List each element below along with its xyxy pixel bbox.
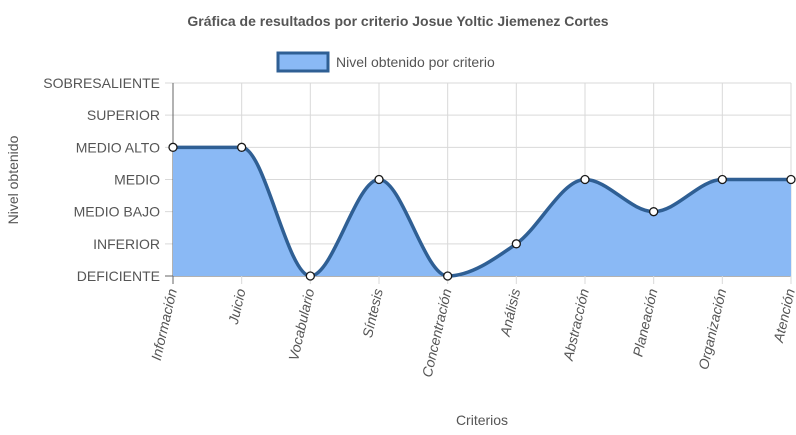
x-tick-label: Información <box>148 287 180 362</box>
x-tick-label: Análisis <box>497 287 524 339</box>
x-tick-label: Vocabulario <box>285 287 317 362</box>
legend-swatch <box>276 51 330 73</box>
data-point[interactable] <box>786 174 796 185</box>
x-tick-label: Planeación <box>629 287 660 358</box>
x-tick-label: Síntesis <box>359 287 386 339</box>
x-tick-label: Atención <box>770 287 796 345</box>
x-tick-label: Organización <box>695 287 729 371</box>
data-point[interactable] <box>717 174 727 185</box>
y-tick-label: DEFICIENTE <box>77 268 160 284</box>
x-tick-label: Concentración <box>419 287 455 379</box>
y-tick-label: MEDIO BAJO <box>74 204 160 220</box>
y-axis-ticks: DEFICIENTE INFERIOR MEDIO BAJO MEDIO MEDIO A… <box>43 75 160 284</box>
x-tick-label: Juicio <box>225 287 249 327</box>
x-tick-label: Abstracción <box>560 287 592 363</box>
chart-title: Gráfica de resultados por criterio Josue… <box>187 13 608 29</box>
y-tick-label: SOBRESALIENTE <box>43 75 160 91</box>
data-point[interactable] <box>168 142 178 152</box>
data-point[interactable] <box>443 271 453 281</box>
y-tick-label: MEDIO ALTO <box>76 139 160 155</box>
y-tick-label: SUPERIOR <box>87 107 160 123</box>
data-point[interactable] <box>374 174 384 185</box>
y-tick-label: INFERIOR <box>93 236 160 252</box>
legend-label: Nivel obtenido por criterio <box>336 54 495 70</box>
x-axis-label: Criterios <box>456 412 508 428</box>
data-point[interactable] <box>649 207 659 217</box>
data-point[interactable] <box>580 174 590 185</box>
x-axis-ticks: Información Juicio Vocabulario Síntesis Conc… <box>148 287 796 379</box>
legend[interactable]: Nivel obtenido por criterio <box>276 51 495 73</box>
y-tick-label: MEDIO <box>114 172 160 188</box>
series-area <box>173 147 791 276</box>
data-point[interactable] <box>511 239 521 249</box>
series-points <box>168 142 796 281</box>
data-point[interactable] <box>305 271 315 281</box>
data-point[interactable] <box>237 142 247 152</box>
y-axis-label: Nivel obtenido <box>5 135 21 224</box>
